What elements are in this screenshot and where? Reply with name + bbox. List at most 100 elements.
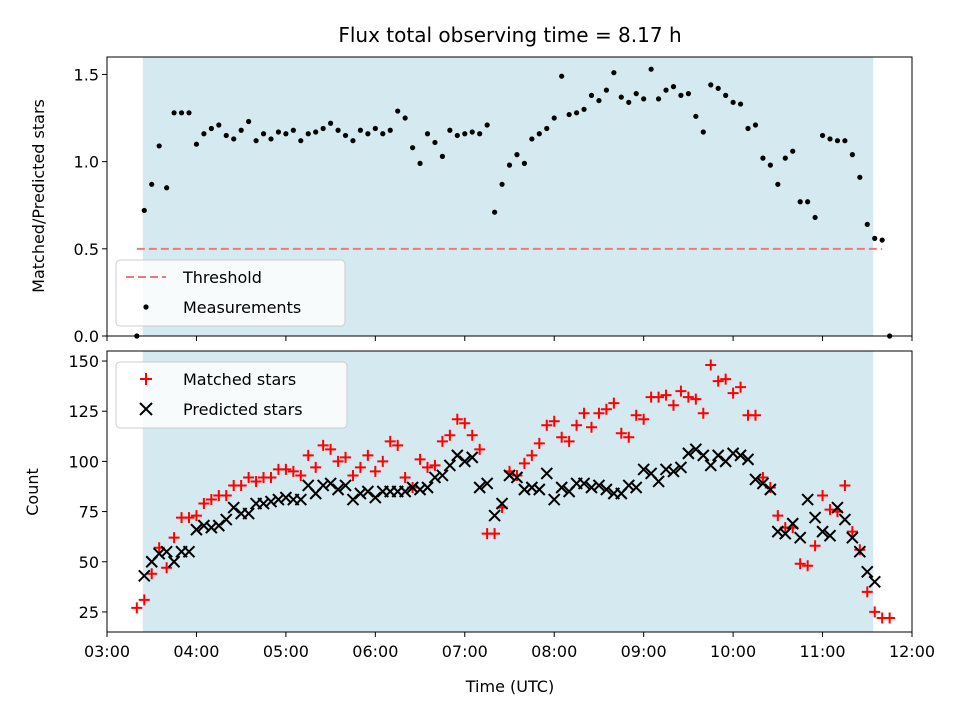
matched-star-point xyxy=(653,391,665,403)
predicted-star-point xyxy=(167,555,181,568)
measurement-point xyxy=(708,82,714,88)
x-tick-label: 08:00 xyxy=(531,642,577,661)
matched-star-point xyxy=(340,451,352,463)
measurement-point xyxy=(171,110,177,116)
x-tick-label: 10:00 xyxy=(710,642,756,661)
predicted-star-point xyxy=(451,449,464,462)
matched-star-point xyxy=(675,385,687,397)
predicted-star-point xyxy=(577,477,591,490)
matched-star-point xyxy=(451,413,463,425)
bottom-x-ticks: 03:00 04:00 05:00 06:00 07:00 08:00 09:00 10:00… xyxy=(84,632,935,661)
measurement-point xyxy=(246,118,252,125)
measurement-point xyxy=(447,127,453,133)
predicted-star-point xyxy=(853,545,867,558)
measurement-point xyxy=(685,91,691,97)
measurement-point xyxy=(872,235,878,241)
predicted-star-point xyxy=(726,447,740,460)
matched-star-point xyxy=(354,461,366,473)
predicted-star-point xyxy=(428,471,442,484)
matched-legend-label: Matched stars xyxy=(183,370,296,389)
predicted-star-point xyxy=(771,525,785,538)
measurement-point xyxy=(715,85,721,91)
matched-stars-points xyxy=(131,359,896,624)
measurement-point xyxy=(357,127,364,133)
measurement-point xyxy=(581,106,587,112)
measurement-point xyxy=(618,94,624,100)
measurement-point xyxy=(857,174,863,180)
measurement-point xyxy=(395,108,401,114)
measurement-point xyxy=(469,129,475,135)
matched-star-point xyxy=(399,471,411,483)
matched-star-point xyxy=(235,479,247,491)
matched-star-point xyxy=(548,415,560,427)
matched-star-point xyxy=(161,562,173,574)
matched-star-point xyxy=(720,373,732,385)
matched-star-point xyxy=(638,413,650,425)
predicted-star-point xyxy=(205,521,218,534)
measurement-point xyxy=(864,221,870,227)
predicted-star-point xyxy=(480,477,494,490)
bottom-y-tick-label: 50 xyxy=(79,553,99,572)
predicted-star-point xyxy=(220,513,233,526)
matched-star-point xyxy=(436,435,448,447)
threshold-legend-label: Threshold xyxy=(182,268,262,287)
bottom-y-tick-label: 75 xyxy=(79,503,99,522)
measurement-point xyxy=(141,207,147,214)
predicted-star-point xyxy=(555,481,568,494)
matched-star-point xyxy=(615,427,627,439)
measurement-point xyxy=(298,138,304,144)
x-tick-label: 11:00 xyxy=(800,642,846,661)
predicted-stars-points xyxy=(138,443,881,589)
matched-star-point xyxy=(817,490,829,502)
bottom-y-tick-label: 100 xyxy=(68,452,99,471)
predicted-star-point xyxy=(466,451,479,464)
measurement-point xyxy=(603,87,609,93)
matched-star-point xyxy=(705,359,717,371)
measurement-point xyxy=(693,113,699,119)
top-y-tick-label: 1.0 xyxy=(74,153,99,172)
measurement-point xyxy=(521,160,528,166)
x-axis-label: Time (UTC) xyxy=(465,677,554,696)
measurement-point xyxy=(588,92,595,98)
measurement-point xyxy=(290,127,296,133)
matched-star-point xyxy=(362,449,374,461)
predicted-star-point xyxy=(592,479,606,492)
predicted-star-point xyxy=(272,493,285,506)
matched-star-point xyxy=(265,471,277,483)
matched-star-point xyxy=(466,429,478,441)
measurement-point xyxy=(752,122,759,128)
measurement-point xyxy=(573,110,580,116)
top-legend-box xyxy=(115,259,346,327)
matched-star-point xyxy=(459,417,471,429)
predicted-star-point xyxy=(823,529,837,542)
predicted-star-point xyxy=(279,491,293,504)
predicted-star-point xyxy=(316,479,330,492)
measurement-point xyxy=(328,120,334,126)
measurement-point xyxy=(320,125,326,132)
matched-star-point xyxy=(287,465,299,477)
matched-star-point xyxy=(690,393,702,405)
predicted-star-point xyxy=(838,513,852,526)
matched-star-point xyxy=(593,407,605,419)
matched-star-point xyxy=(220,490,232,502)
predicted-star-point xyxy=(674,461,688,474)
predicted-star-point xyxy=(801,493,814,506)
matched-star-point xyxy=(205,494,217,506)
measurement-point xyxy=(417,160,423,166)
measurement-point xyxy=(760,155,766,161)
predicted-star-point xyxy=(734,449,747,462)
predicted-star-point xyxy=(518,483,531,496)
predicted-star-point xyxy=(294,493,308,506)
matched-star-point xyxy=(444,429,456,441)
predicted-star-point xyxy=(652,475,665,488)
predicted-star-point xyxy=(369,491,382,504)
predicted-star-point xyxy=(764,483,777,496)
predicted-star-point xyxy=(510,471,524,484)
predicted-star-point xyxy=(749,473,762,486)
x-tick-label: 07:00 xyxy=(442,642,488,661)
matched-star-point xyxy=(563,435,575,447)
measurement-point xyxy=(432,139,438,146)
measurement-point xyxy=(663,87,669,93)
predicted-star-point xyxy=(443,459,457,472)
matched-star-point xyxy=(414,453,426,465)
